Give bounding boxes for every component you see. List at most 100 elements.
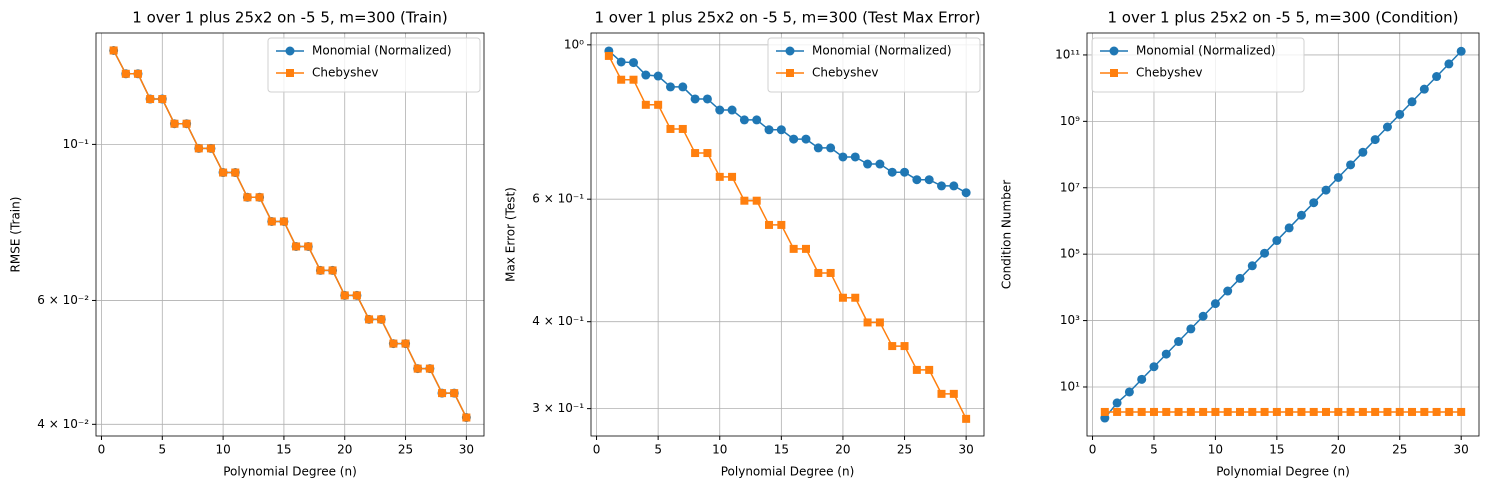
data-point: [1199, 407, 1208, 416]
data-point: [1260, 248, 1270, 258]
x-tick-label: 20: [337, 443, 352, 457]
chart-title: 1 over 1 plus 25x2 on -5 5, m=300 (Test …: [594, 9, 980, 27]
data-point: [1346, 160, 1356, 170]
data-point: [133, 69, 142, 78]
y-tick-label: 4 × 10⁻¹: [532, 314, 584, 328]
x-tick-label: 0: [98, 443, 106, 457]
legend-marker: [286, 69, 294, 77]
data-point: [1382, 122, 1392, 132]
data-point: [777, 220, 786, 229]
data-point: [279, 217, 288, 226]
y-tick-label: 10⁷: [1060, 180, 1080, 194]
data-point: [752, 196, 761, 205]
data-point: [304, 242, 313, 251]
data-point: [715, 172, 724, 181]
data-point: [678, 124, 687, 133]
data-point: [219, 168, 228, 177]
series-line: [112, 50, 468, 418]
data-point: [851, 293, 860, 302]
data-point: [949, 181, 959, 191]
data-point: [1149, 362, 1159, 372]
data-point: [377, 315, 386, 324]
data-point: [900, 342, 909, 351]
data-point: [1420, 407, 1429, 416]
data-point: [438, 389, 447, 398]
data-point: [665, 82, 675, 92]
data-point: [1395, 109, 1405, 119]
legend-label: Chebyshev: [312, 66, 378, 80]
x-tick-label: 20: [1331, 443, 1346, 457]
y-tick-label: 10³: [1060, 313, 1080, 327]
x-axis-label: Polynomial Degree (n): [223, 465, 357, 479]
data-point: [1272, 236, 1282, 246]
series-line: [1104, 50, 1462, 419]
x-tick-label: 30: [459, 443, 474, 457]
legend-marker: [785, 46, 795, 56]
data-point: [629, 58, 639, 68]
data-point: [666, 124, 675, 133]
data-point: [1235, 273, 1245, 283]
data-point: [765, 220, 774, 229]
data-point: [838, 152, 848, 162]
x-axis-label: Polynomial Degree (n): [721, 465, 855, 479]
x-tick-label: 15: [276, 443, 291, 457]
data-point: [949, 389, 958, 398]
data-point: [1247, 261, 1257, 271]
data-point: [182, 119, 191, 128]
legend-box: [767, 37, 981, 93]
data-point: [328, 266, 337, 275]
y-tick-label: 10⁹: [1060, 114, 1080, 128]
data-point: [425, 364, 434, 373]
data-point: [653, 71, 663, 81]
data-point: [826, 268, 835, 277]
legend-box: [267, 37, 481, 93]
x-tick-label: 25: [1392, 443, 1407, 457]
data-point: [912, 365, 921, 374]
data-point: [1260, 407, 1269, 416]
data-point: [1371, 407, 1380, 416]
data-point: [863, 318, 872, 327]
data-point: [231, 168, 240, 177]
data-point: [1186, 324, 1196, 334]
data-point: [316, 266, 325, 275]
data-point: [1248, 407, 1257, 416]
chart-title: 1 over 1 plus 25x2 on -5 5, m=300 (Train…: [132, 9, 447, 27]
data-point: [389, 339, 398, 348]
data-point: [267, 217, 276, 226]
legend-marker: [1110, 69, 1118, 77]
data-point: [875, 318, 884, 327]
data-point: [740, 196, 749, 205]
data-point: [1321, 185, 1331, 195]
data-point: [739, 115, 749, 125]
data-point: [1124, 387, 1134, 397]
data-point: [255, 193, 264, 202]
data-point: [1297, 407, 1306, 416]
data-point: [1149, 407, 1158, 416]
data-point: [936, 181, 946, 191]
data-point: [1408, 407, 1417, 416]
data-point: [1444, 59, 1454, 69]
data-point: [1334, 407, 1343, 416]
data-point: [887, 167, 897, 177]
legend-marker: [786, 69, 794, 77]
data-point: [764, 125, 774, 135]
data-point: [401, 339, 410, 348]
data-point: [863, 159, 873, 169]
y-tick-label: 6 × 10⁻¹: [532, 192, 584, 206]
data-point: [801, 244, 810, 253]
data-point: [604, 51, 613, 60]
legend-label: Chebyshev: [812, 66, 878, 80]
data-point: [826, 143, 836, 153]
data-point: [1309, 407, 1318, 416]
chart-title: 1 over 1 plus 25x2 on -5 5, m=300 (Condi…: [1107, 9, 1458, 27]
plot-frame: [1086, 32, 1480, 437]
data-point: [776, 125, 786, 135]
data-point: [814, 268, 823, 277]
data-point: [1174, 337, 1184, 347]
data-point: [789, 134, 799, 144]
data-point: [703, 149, 712, 158]
data-point: [888, 342, 897, 351]
legend-label: Chebyshev: [1136, 66, 1202, 80]
legend-label: Monomial (Normalized): [812, 44, 952, 58]
